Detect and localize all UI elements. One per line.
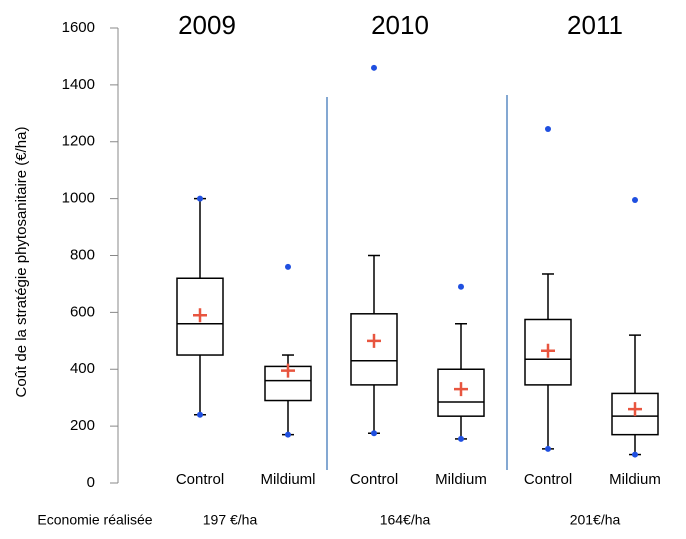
data-point	[197, 411, 203, 418]
box	[611, 392, 659, 436]
x-tick-label: Control	[176, 471, 224, 488]
mean-marker	[541, 343, 555, 358]
y-tick-label: 800	[70, 246, 95, 263]
mean-marker	[193, 308, 207, 323]
box	[524, 318, 572, 386]
saving-label: 164€/ha	[380, 512, 431, 528]
y-tick-label: 1200	[62, 133, 95, 150]
year-label: 2010	[371, 10, 429, 40]
x-tick-label: Mildiuml	[260, 471, 315, 488]
footer-label: Economie réalisée	[37, 512, 152, 528]
saving-label: 197 €/ha	[203, 512, 258, 528]
mean-marker	[367, 333, 381, 348]
data-point	[545, 125, 551, 132]
y-tick-label: 1400	[62, 76, 95, 93]
saving-label: 201€/ha	[570, 512, 621, 528]
y-tick-label: 400	[70, 360, 95, 377]
data-point	[285, 263, 291, 270]
mean-marker	[628, 402, 642, 417]
y-tick-label: 1000	[62, 190, 95, 207]
data-point	[632, 451, 638, 458]
data-point	[632, 197, 638, 204]
x-tick-label: Mildium	[609, 471, 661, 488]
y-axis-label: Coût de la stratégie phytosanitaire (€/h…	[13, 127, 30, 398]
mean-marker	[454, 382, 468, 397]
data-point	[545, 445, 551, 452]
y-tick-label: 0	[87, 474, 95, 491]
box	[437, 368, 485, 417]
box	[350, 313, 398, 386]
year-label: 2011	[567, 10, 623, 40]
x-tick-label: Mildium	[435, 471, 487, 488]
mean-marker	[281, 363, 295, 378]
x-tick-label: Control	[350, 471, 398, 488]
y-tick-label: 200	[70, 417, 95, 434]
year-label: 2009	[178, 10, 236, 40]
data-point	[371, 64, 377, 71]
data-point	[285, 431, 291, 438]
y-tick-label: 1600	[62, 19, 95, 36]
data-point	[458, 435, 464, 442]
box	[176, 277, 224, 356]
data-point	[458, 283, 464, 290]
y-tick-label: 600	[70, 303, 95, 320]
x-tick-label: Control	[524, 471, 572, 488]
data-point	[371, 430, 377, 437]
data-point	[197, 195, 203, 202]
